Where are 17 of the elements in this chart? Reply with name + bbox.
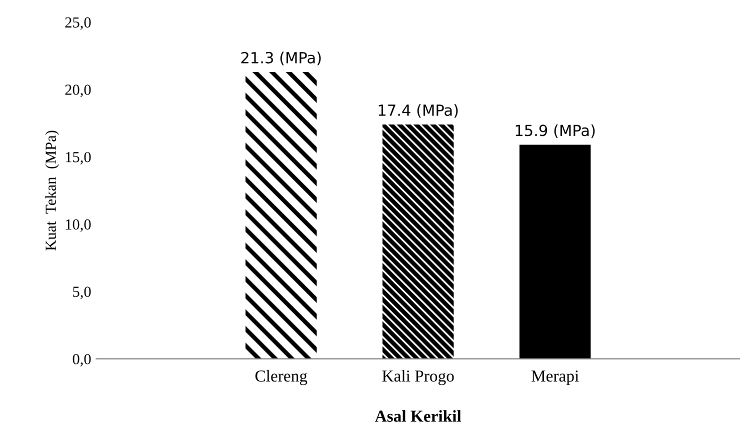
x-tick-label: Clereng bbox=[255, 370, 308, 386]
bar bbox=[246, 72, 317, 359]
y-tick-label: 10,0 bbox=[66, 219, 91, 232]
y-tick-label: 20,0 bbox=[65, 84, 91, 98]
y-tick-label: 25,0 bbox=[65, 17, 91, 30]
bar bbox=[382, 124, 454, 359]
data-label: 17.4 (MPa) bbox=[378, 104, 458, 118]
y-axis-title: Kuat Tekan (MPa) bbox=[45, 130, 60, 250]
bar bbox=[519, 144, 591, 359]
y-tick-label: 0,0 bbox=[72, 354, 91, 366]
data-label: 21.3 (MPa) bbox=[241, 52, 321, 66]
x-tick-label: Merapi bbox=[531, 370, 579, 386]
y-tick-label: 5,0 bbox=[73, 286, 91, 300]
y-tick-label: 15,0 bbox=[66, 152, 91, 164]
x-tick-label: Kali Progo bbox=[382, 370, 454, 386]
x-axis-title: Asal Kerikil bbox=[374, 410, 462, 422]
data-label: 15.9 (MPa) bbox=[516, 124, 595, 138]
